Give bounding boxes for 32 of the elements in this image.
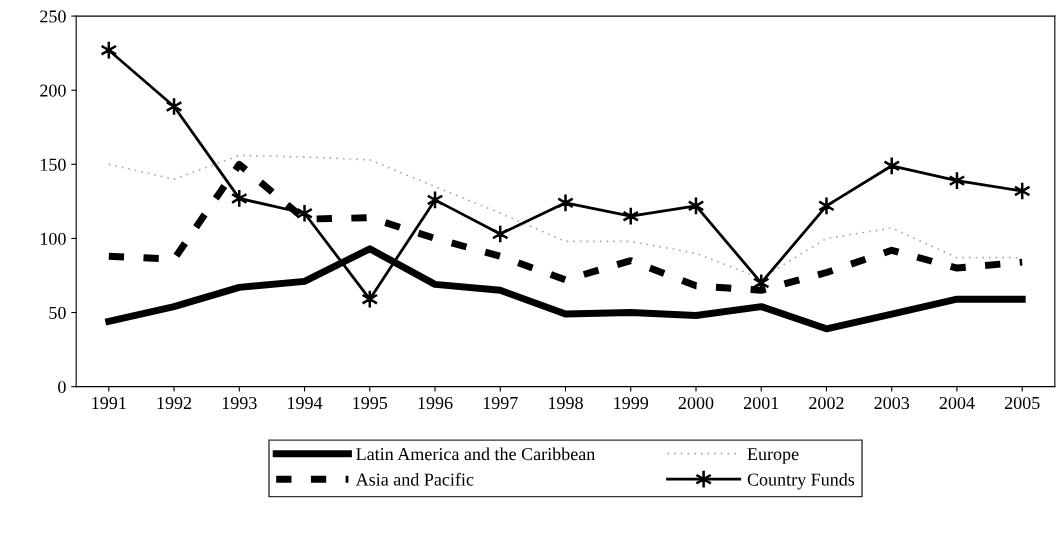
y-tick-label: 200 xyxy=(40,84,66,97)
y-tick-label: 0 xyxy=(58,380,66,394)
x-tick-label: 2003 xyxy=(874,396,910,410)
point xyxy=(818,196,835,216)
x-tick-label: 2005 xyxy=(1004,396,1040,410)
point xyxy=(491,224,509,244)
legend-label: Asia and Pacific xyxy=(355,472,474,486)
y-tick-label: 150 xyxy=(40,158,66,171)
legend-label: Country Funds xyxy=(747,472,855,490)
x-tick-label: 1998 xyxy=(549,396,583,410)
x-tick-label: 2000 xyxy=(678,396,714,410)
x-tick-label: 1992 xyxy=(157,396,192,410)
point xyxy=(296,203,313,223)
legend-label: Latin America and the Caribbean xyxy=(356,447,596,461)
x-tick-label: 1997 xyxy=(483,396,518,410)
point xyxy=(883,156,901,176)
y-tick-label: 250 xyxy=(40,10,66,23)
x-tick-label: 1995 xyxy=(353,396,388,410)
x-tick-label: 1996 xyxy=(418,396,453,410)
legend-label: Europe xyxy=(747,448,799,464)
x-tick-label: 1999 xyxy=(614,396,649,410)
x-tick-label: 1994 xyxy=(288,396,323,410)
x-tick-label: 1993 xyxy=(222,396,257,410)
point xyxy=(230,188,248,208)
point xyxy=(622,206,640,226)
x-tick-label: 2004 xyxy=(939,396,975,410)
x-tick-label: 2002 xyxy=(809,396,844,410)
x-tick-label: 2001 xyxy=(743,396,779,410)
x-tick-label: 1991 xyxy=(92,396,126,410)
point xyxy=(557,193,574,213)
y-tick-label: 50 xyxy=(49,306,66,319)
y-tick-label: 100 xyxy=(40,232,66,245)
